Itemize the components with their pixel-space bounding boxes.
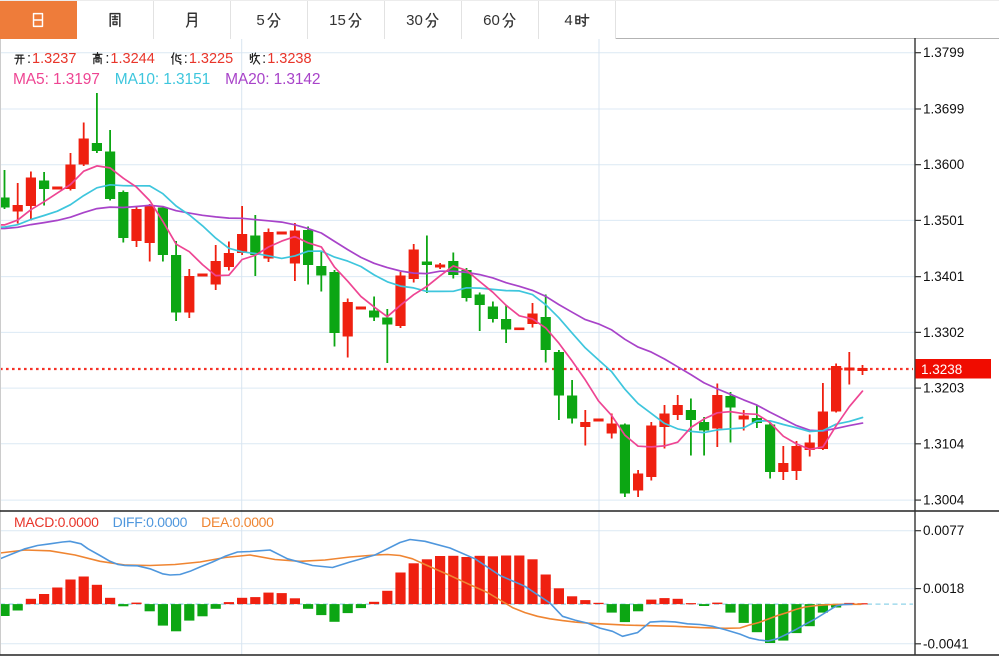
svg-text:1.3699: 1.3699 <box>923 102 964 117</box>
svg-text:1.3501: 1.3501 <box>923 213 964 228</box>
svg-text:0.0077: 0.0077 <box>923 523 964 538</box>
svg-text:1.3401: 1.3401 <box>923 269 964 284</box>
svg-text:0.0018: 0.0018 <box>923 581 964 596</box>
svg-text:1.3203: 1.3203 <box>923 381 964 396</box>
svg-text:1.3799: 1.3799 <box>923 45 964 60</box>
svg-text:1.3104: 1.3104 <box>923 436 965 451</box>
svg-text:-0.0041: -0.0041 <box>923 636 969 651</box>
svg-text:1.3238: 1.3238 <box>921 362 962 377</box>
svg-text:1.3302: 1.3302 <box>923 325 964 340</box>
svg-text:1.3600: 1.3600 <box>923 157 964 172</box>
svg-text:1.3004: 1.3004 <box>923 493 965 508</box>
